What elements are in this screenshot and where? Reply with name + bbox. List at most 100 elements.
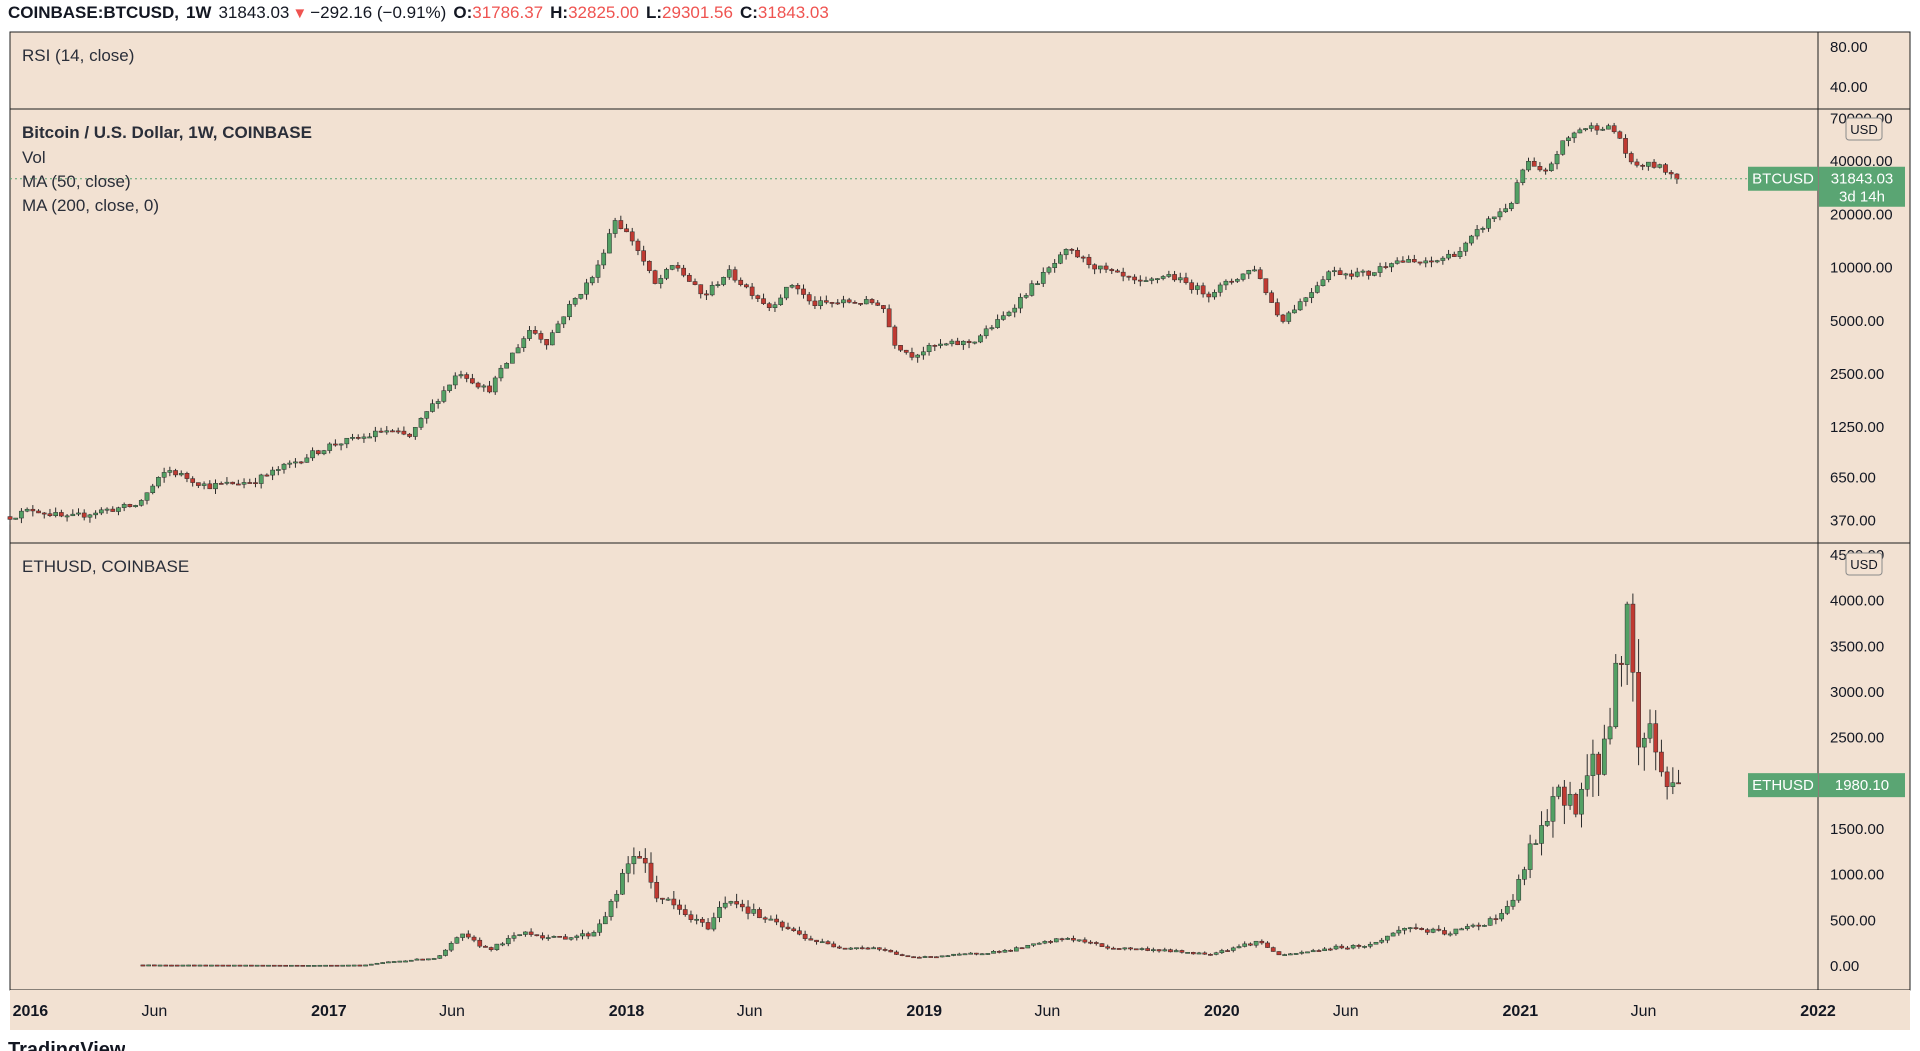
eth-candle: [437, 955, 443, 959]
eth-unit-badge[interactable]: [1845, 552, 1883, 576]
interval-label[interactable]: 1W: [185, 3, 212, 22]
eth-pane[interactable]: ETHUSD, COINBASE 4500.004000.003500.0030…: [22, 547, 1905, 975]
btc-candle: [430, 403, 435, 412]
btc-candle: [1583, 128, 1588, 131]
btc-candle: [1320, 279, 1326, 286]
close-value: 31843.03: [757, 3, 829, 22]
eth-candle: [1390, 932, 1396, 937]
btc-candle: [378, 430, 384, 433]
eth-candle: [414, 958, 420, 961]
btc-candle: [1537, 166, 1543, 171]
eth-candle: [1288, 953, 1293, 956]
btc-candle: [1229, 280, 1234, 283]
symbol-name[interactable]: COINBASE:BTCUSD: [8, 3, 175, 22]
eth-candle: [351, 964, 357, 967]
btc-candle: [441, 390, 447, 402]
btc-legend-ma50[interactable]: MA (50, close): [22, 172, 131, 191]
btc-candle: [1440, 257, 1446, 261]
btc-candle: [1343, 273, 1349, 276]
eth-candle: [266, 964, 271, 967]
btc-candle: [1097, 265, 1103, 270]
btc-candle: [618, 220, 624, 229]
btc-candle: [858, 303, 863, 305]
btc-unit-badge[interactable]: [1845, 117, 1883, 141]
eth-candle: [1522, 869, 1527, 880]
tradingview-logo[interactable]: TradingView: [8, 1037, 125, 1051]
eth-candle: [791, 928, 797, 931]
rsi-pane[interactable]: RSI (14, close) 80.00 40.00: [22, 39, 1868, 96]
eth-candle: [540, 935, 545, 939]
btc-candle: [1588, 125, 1594, 129]
btc-candle: [1434, 260, 1440, 263]
eth-candle: [991, 951, 996, 954]
eth-candle: [180, 964, 186, 967]
eth-candle: [169, 964, 174, 967]
btc-pane[interactable]: Bitcoin / U.S. Dollar, 1W, COINBASE Vol …: [7, 110, 1905, 530]
rsi-legend[interactable]: RSI (14, close): [22, 46, 134, 65]
time-axis-label: 2016: [13, 1003, 49, 1020]
eth-candle: [1059, 938, 1065, 941]
eth-candle: [191, 964, 197, 967]
eth-candle: [1322, 948, 1327, 952]
btc-candle: [1423, 260, 1429, 264]
eth-candle: [151, 964, 157, 967]
btc-candle: [721, 277, 726, 285]
eth-candle: [1151, 949, 1156, 951]
btc-price-tag-value: 31843.03: [1831, 171, 1894, 188]
eth-candle: [1219, 950, 1225, 954]
eth-candle: [528, 931, 534, 935]
eth-candle: [1493, 918, 1499, 920]
eth-unit-label: USD: [1850, 557, 1877, 572]
eth-candle: [585, 933, 591, 937]
eth-candle: [837, 946, 842, 949]
btc-candle: [1006, 311, 1012, 316]
btc-candle: [1297, 301, 1303, 311]
btc-candle: [116, 507, 121, 512]
eth-candle: [614, 893, 620, 902]
eth-candle: [380, 962, 386, 964]
btc-candle: [64, 515, 70, 518]
eth-candle: [323, 964, 328, 967]
btc-candle: [1400, 260, 1406, 263]
btc-candle: [1274, 302, 1280, 316]
btc-candle: [87, 514, 93, 518]
btc-candle: [715, 284, 721, 286]
btc-candle: [1617, 131, 1623, 139]
eth-candle: [1042, 941, 1048, 944]
btc-candle: [1332, 270, 1337, 273]
btc-legend-volume[interactable]: Vol: [22, 148, 46, 167]
eth-candle: [157, 964, 163, 967]
btc-candle: [995, 319, 1000, 328]
btc-candle: [1509, 203, 1514, 209]
btc-legend-ma200[interactable]: MA (200, close, 0): [22, 196, 159, 215]
btc-legend-title[interactable]: Bitcoin / U.S. Dollar, 1W, COINBASE: [22, 123, 312, 142]
eth-candle: [1487, 918, 1493, 926]
btc-candle: [1200, 285, 1206, 295]
close-label: C:: [739, 3, 758, 22]
btc-candle: [1058, 254, 1063, 264]
eth-candle: [968, 952, 974, 955]
btc-candle: [692, 281, 698, 285]
eth-candle: [979, 953, 985, 956]
eth-candle: [431, 958, 437, 960]
time-axis[interactable]: [10, 990, 1818, 1030]
eth-candle: [871, 947, 876, 950]
btc-candle: [1212, 292, 1217, 298]
btc-candle: [915, 354, 921, 358]
eth-candle: [665, 898, 671, 901]
btc-candle: [624, 228, 629, 233]
btc-candle: [812, 300, 818, 306]
eth-candle: [1053, 938, 1059, 943]
eth-candle: [483, 945, 488, 948]
btc-price-tick: 5000.00: [1830, 313, 1884, 330]
eth-legend[interactable]: ETHUSD, COINBASE: [22, 557, 189, 576]
btc-candle: [1372, 272, 1377, 276]
btc-candle: [1354, 271, 1360, 277]
btc-candle: [201, 483, 207, 486]
btc-candle: [355, 437, 361, 439]
eth-candle: [574, 935, 580, 938]
eth-candle: [1299, 951, 1305, 954]
time-axis-label: Jun: [1034, 1003, 1060, 1020]
btc-candle: [1429, 260, 1434, 263]
